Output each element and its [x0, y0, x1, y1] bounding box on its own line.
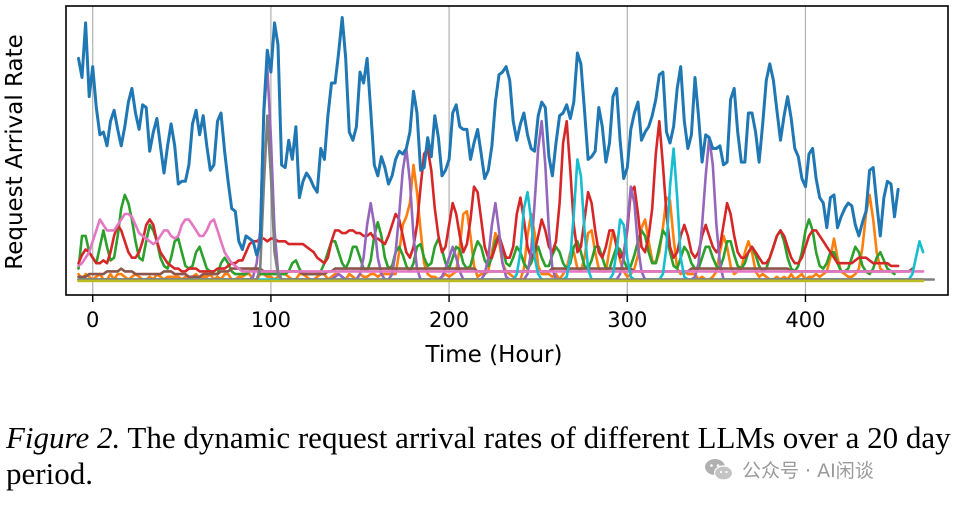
series-line-model-7	[77, 212, 925, 273]
x-tick-label-400: 400	[785, 308, 825, 332]
plot-area-background	[66, 6, 948, 295]
series-line-model-9	[77, 114, 936, 281]
series-line-model-1	[77, 16, 900, 257]
series-lines	[77, 16, 936, 283]
arrival-rate-chart: 0 100 200 300 400 Time (Hour) Request Arriva…	[2, 5, 949, 368]
x-tick-label-300: 300	[607, 308, 647, 332]
y-axis-label: Request Arrival Rate	[2, 34, 28, 270]
caption-label: Figure 2.	[6, 420, 121, 455]
x-tick-label-0: 0	[86, 308, 99, 332]
x-axis-ticks: 0 100 200 300 400	[86, 295, 826, 332]
x-axis-label: Time (Hour)	[425, 342, 563, 368]
figure-caption: Figure 2. The dynamic request arrival ra…	[6, 420, 955, 492]
watermark: 公众号 · AI闲谈	[704, 456, 874, 483]
caption-text: The dynamic request arrival rates of dif…	[6, 420, 951, 491]
plot-frame	[65, 5, 949, 296]
x-tick-label-200: 200	[429, 308, 469, 332]
wechat-icon	[705, 458, 734, 481]
series-line-model-2	[77, 163, 886, 281]
x-tick-label-100: 100	[251, 308, 291, 332]
watermark-text: 公众号 · AI闲谈	[742, 460, 874, 482]
